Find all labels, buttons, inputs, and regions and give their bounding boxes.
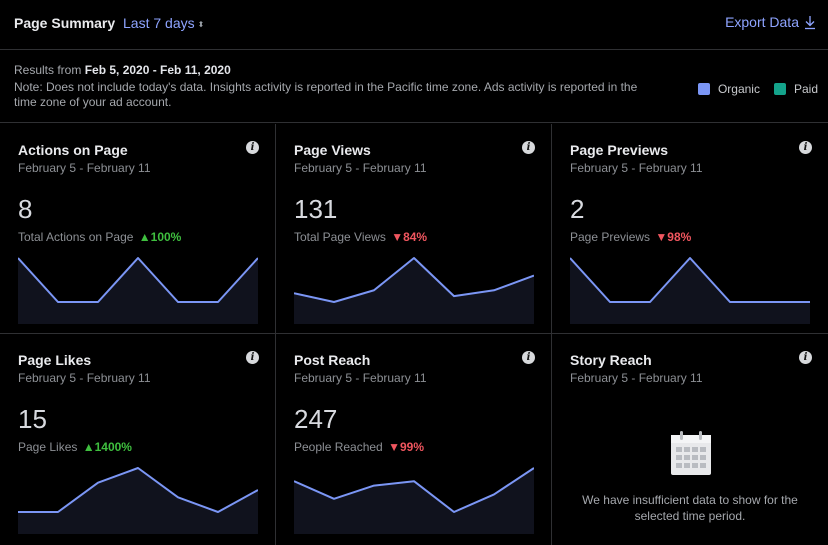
metric-sublabel: Page Likes ▲1400% — [18, 440, 132, 454]
page-summary-title: Page Summary — [14, 15, 116, 31]
sparkline-area — [294, 468, 534, 534]
card-title: Post Reach — [294, 352, 371, 368]
card-actions-on-page[interactable]: Actions on Page February 5 - February 11… — [0, 124, 276, 334]
card-date-range: February 5 - February 11 — [570, 371, 703, 385]
card-page-likes[interactable]: Page Likes February 5 - February 11 i 15… — [0, 334, 276, 545]
metric-value: 8 — [18, 194, 33, 224]
sparkline-line — [18, 467, 258, 513]
metrics-grid: Actions on Page February 5 - February 11… — [0, 124, 828, 545]
sparkline-line — [18, 257, 258, 303]
change-indicator: ▼84% — [391, 230, 428, 244]
results-date-range: Feb 5, 2020 - Feb 11, 2020 — [84, 63, 231, 77]
legend-organic[interactable]: Organic — [697, 82, 760, 96]
change-indicator: ▲1400% — [82, 440, 132, 454]
info-icon[interactable]: i — [246, 141, 259, 154]
card-date-range: February 5 - February 11 — [18, 371, 151, 385]
sparkline-chart — [18, 467, 258, 534]
triangle-up-icon: ▲ — [82, 440, 95, 454]
sparkline-line — [570, 257, 810, 303]
sparkline-area — [18, 258, 258, 324]
card-date-range: February 5 - February 11 — [570, 161, 703, 175]
card-title: Page Likes — [18, 352, 92, 368]
card-title: Page Previews — [570, 142, 669, 158]
sparkline-area — [18, 468, 258, 534]
sparkline-chart — [294, 257, 534, 324]
change-indicator: ▼98% — [655, 230, 692, 244]
triangle-down-icon: ▼ — [655, 230, 668, 244]
calendar-icon — [671, 431, 711, 475]
metric-sublabel: Total Actions on Page ▲100% — [18, 230, 182, 244]
card-post-reach[interactable]: Post Reach February 5 - February 11 i 24… — [276, 334, 552, 545]
metric-sublabel: People Reached ▼99% — [294, 440, 424, 454]
card-story-reach[interactable]: Story Reach February 5 - February 11 i W… — [552, 334, 828, 545]
card-date-range: February 5 - February 11 — [18, 161, 151, 175]
paid-swatch — [773, 83, 786, 95]
organic-swatch — [697, 83, 710, 95]
metric-value: 247 — [294, 404, 338, 434]
sparkline-line — [294, 467, 534, 513]
info-icon[interactable]: i — [246, 351, 259, 364]
card-date-range: February 5 - February 11 — [294, 371, 427, 385]
change-indicator: ▲100% — [138, 230, 182, 244]
card-date-range: February 5 - February 11 — [294, 161, 427, 175]
info-icon[interactable]: i — [799, 141, 812, 154]
info-icon[interactable]: i — [522, 351, 535, 364]
metric-value: 2 — [570, 194, 585, 224]
insufficient-data-message: We have insufficient data to show for th… — [582, 493, 798, 523]
sort-caret-icon: ⬍ — [197, 20, 205, 29]
card-page-previews[interactable]: Page Previews February 5 - February 11 i… — [552, 124, 828, 334]
change-indicator: ▼99% — [388, 440, 424, 454]
sparkline-chart — [18, 257, 258, 324]
info-icon[interactable]: i — [799, 351, 812, 364]
sparkline-chart — [294, 467, 534, 534]
results-range: Results from Feb 5, 2020 - Feb 11, 2020 — [14, 63, 231, 77]
export-data-label: Export Data — [725, 14, 799, 30]
chart-legend: Organic Paid — [684, 82, 818, 96]
sparkline-area — [294, 258, 534, 324]
legend-paid[interactable]: Paid — [773, 82, 818, 96]
card-title: Story Reach — [570, 352, 652, 368]
results-info: Results from Feb 5, 2020 - Feb 11, 2020 … — [0, 51, 828, 123]
card-page-views[interactable]: Page Views February 5 - February 11 i 13… — [276, 124, 552, 334]
timezone-note: Note: Does not include today's data. Ins… — [14, 80, 638, 109]
card-title: Actions on Page — [18, 142, 128, 158]
metric-value: 131 — [294, 194, 338, 224]
sparkline-line — [294, 257, 534, 303]
metric-sublabel: Total Page Views ▼84% — [294, 230, 428, 244]
sparkline-chart — [570, 257, 810, 324]
download-icon — [805, 15, 815, 29]
triangle-down-icon: ▼ — [388, 440, 400, 454]
metric-sublabel: Page Previews ▼98% — [570, 230, 692, 244]
page-summary-header: Page Summary Last 7 days ⬍ Export Data — [0, 0, 828, 50]
date-range-dropdown[interactable]: Last 7 days ⬍ — [123, 15, 204, 31]
metric-value: 15 — [18, 404, 47, 434]
info-icon[interactable]: i — [522, 141, 535, 154]
card-title: Page Views — [294, 142, 371, 158]
date-range-label: Last 7 days — [123, 15, 195, 31]
triangle-down-icon: ▼ — [391, 230, 404, 244]
triangle-up-icon: ▲ — [138, 230, 151, 244]
export-data-button[interactable]: Export Data — [725, 14, 816, 30]
sparkline-area — [570, 258, 810, 324]
